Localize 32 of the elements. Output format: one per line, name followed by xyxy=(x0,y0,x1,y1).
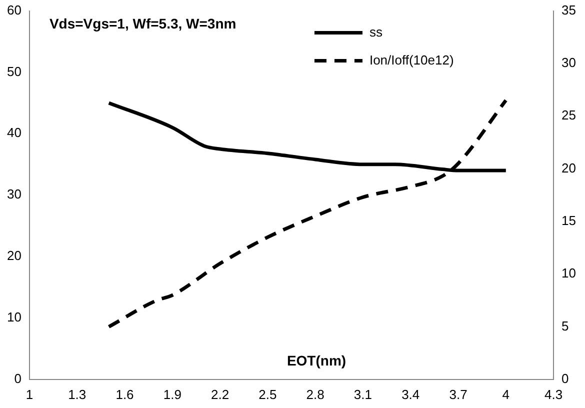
x-tick-label: 1.6 xyxy=(116,386,134,402)
x-tick-label: 3.1 xyxy=(354,386,372,402)
x-axis-title: EOT(nm) xyxy=(286,352,346,368)
y-tick-label: 60 xyxy=(6,2,22,18)
y-tick-label: 50 xyxy=(6,64,22,79)
y2-tick-label: 20 xyxy=(562,160,576,176)
x-tick-label: 1.9 xyxy=(163,386,182,402)
legend-label: ss xyxy=(369,24,383,40)
legend-label: Ion/Ioff(10e12) xyxy=(369,52,454,68)
x-tick-label: 3.4 xyxy=(402,386,420,402)
x-tick-label: 4.3 xyxy=(544,386,563,402)
annotation: Vds=Vgs=1, Wf=5.3, W=3nm xyxy=(49,16,236,32)
x-tick-label: 3.7 xyxy=(449,386,468,402)
x-tick-label: 2.5 xyxy=(258,386,277,402)
y-tick-label: 20 xyxy=(6,248,22,264)
line-series xyxy=(107,98,508,328)
y-tick-label: 30 xyxy=(6,186,22,202)
x-tick-label: 2.2 xyxy=(210,386,230,402)
x-tick-label: 1.3 xyxy=(68,386,86,402)
x-tick-label: 1 xyxy=(26,386,34,402)
y2-tick-label: 30 xyxy=(562,55,576,70)
y2-tick-label: 25 xyxy=(562,108,576,123)
x-tick-label: 2.8 xyxy=(306,386,324,402)
y2-tick-label: 5 xyxy=(562,318,569,334)
y2-tick-label: 0 xyxy=(562,370,569,386)
x-tick-label: 4 xyxy=(502,386,510,402)
y2-tick-label: 15 xyxy=(562,213,576,228)
y2-tick-label: 10 xyxy=(562,266,576,281)
y2-tick-label: 35 xyxy=(562,2,576,18)
y-tick-label: 0 xyxy=(14,370,22,386)
y-tick-label: 40 xyxy=(6,125,22,140)
y-tick-label: 10 xyxy=(6,310,22,325)
